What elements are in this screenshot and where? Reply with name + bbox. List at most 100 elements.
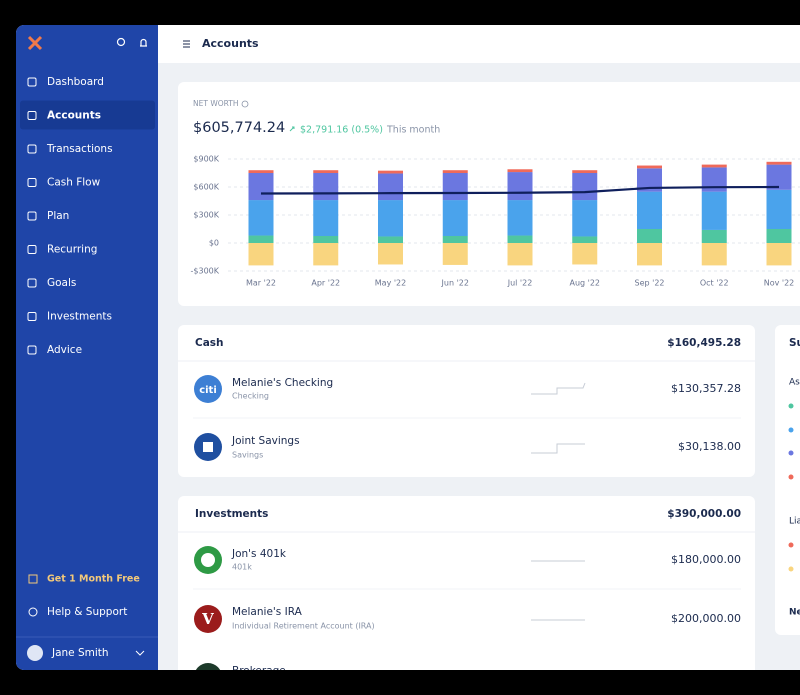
bar-segment xyxy=(701,243,727,266)
x-tick-label: Oct '22 xyxy=(700,279,729,288)
bar-segment xyxy=(313,170,339,173)
dot xyxy=(788,450,794,456)
summary-card xyxy=(775,325,800,635)
bar-segment xyxy=(442,243,468,265)
dot xyxy=(788,427,794,433)
sidebar xyxy=(16,25,158,670)
nav-icon xyxy=(27,278,37,288)
bar-segment xyxy=(248,170,274,173)
bar-segment xyxy=(572,236,598,243)
period[interactable]: This month xyxy=(386,125,440,136)
account-balance: $200,000.00 xyxy=(671,612,741,625)
bar-segment xyxy=(378,243,403,265)
nav-item[interactable]: Plan xyxy=(47,210,69,222)
nav-item[interactable]: Transactions xyxy=(46,143,113,155)
bar-segment xyxy=(637,168,662,192)
info-icon[interactable] xyxy=(241,100,249,108)
account-name[interactable]: Melanie's Checking xyxy=(232,377,333,389)
bar-segment xyxy=(766,229,792,243)
y-tick-label: $900K xyxy=(193,155,219,164)
logo-mark xyxy=(203,442,213,452)
bar-segment xyxy=(507,169,533,173)
bar-segment xyxy=(313,200,339,236)
avatar xyxy=(27,645,43,661)
x-tick-label: Aug '22 xyxy=(569,279,600,288)
bell-icon[interactable] xyxy=(140,38,147,47)
account-balance: $130,357.28 xyxy=(671,382,741,395)
y-tick-label: $300K xyxy=(193,211,219,220)
bar-segment xyxy=(572,243,598,265)
bank-logo xyxy=(194,605,222,633)
help-icon xyxy=(28,607,38,617)
sparkline xyxy=(531,443,585,454)
card-total: $160,495.28 xyxy=(667,337,741,349)
bar-segment xyxy=(313,236,339,243)
x-tick-label: Mar '22 xyxy=(246,279,276,288)
card-title: Cash xyxy=(195,337,224,349)
account-name[interactable]: Melanie's IRA xyxy=(232,606,303,618)
logo-mark xyxy=(201,553,215,567)
cash-card xyxy=(178,325,755,477)
bar-segment xyxy=(442,236,468,243)
menu-icon[interactable] xyxy=(183,40,190,48)
bar-segment xyxy=(248,173,274,201)
bar-segment xyxy=(442,173,468,201)
bar-segment xyxy=(507,243,533,266)
app: Dashboard Accounts Transactions Cash Flow Pl… xyxy=(16,25,800,677)
dot xyxy=(788,566,794,572)
account-type: Savings xyxy=(232,451,263,460)
net-worth-label: NET WORTH xyxy=(193,99,239,108)
nav-item[interactable]: Goals xyxy=(47,277,76,289)
nav-item[interactable]: Dashboard xyxy=(47,76,104,88)
gift-icon xyxy=(28,574,38,584)
bar-segment xyxy=(766,161,792,165)
up-arrow xyxy=(289,126,295,132)
bar-segment xyxy=(701,229,727,243)
bar-segment xyxy=(313,243,339,266)
bar-segment xyxy=(572,173,598,201)
nav-item[interactable]: Advice xyxy=(47,344,82,356)
user-name[interactable]: Jane Smith xyxy=(51,647,109,659)
nav-icon xyxy=(27,111,37,120)
nav-item[interactable]: Accounts xyxy=(47,110,101,122)
help[interactable]: Help & Support xyxy=(47,606,127,618)
card-title: Investments xyxy=(195,508,268,520)
bar-segment xyxy=(701,164,727,168)
bar-segment xyxy=(248,243,274,266)
nav-icon xyxy=(27,77,37,87)
bar-segment xyxy=(378,200,403,237)
bar-segment xyxy=(507,235,533,243)
section-title: Assets xyxy=(789,378,800,388)
y-tick-label: $0 xyxy=(209,239,219,248)
net-worth-line xyxy=(260,185,780,195)
active-item xyxy=(20,100,155,130)
bar-segment xyxy=(378,170,403,174)
bar-segment xyxy=(637,229,662,243)
account-type: Individual Retirement Account (IRA) xyxy=(232,622,375,631)
chevron[interactable] xyxy=(135,650,145,656)
bar-segment xyxy=(766,164,792,190)
account-name[interactable]: Joint Savings xyxy=(231,435,300,447)
logo-text: citi xyxy=(199,385,217,396)
sparkline xyxy=(531,382,586,395)
nav-item[interactable]: Investments xyxy=(47,311,112,323)
account-balance: $180,000.00 xyxy=(671,553,741,566)
nav-item[interactable]: Cash Flow xyxy=(47,177,101,189)
bar-segment xyxy=(442,170,468,173)
bar-segment xyxy=(248,235,274,243)
bar-segment xyxy=(766,189,792,229)
x-tick-label: Nov '22 xyxy=(764,279,795,288)
account-name[interactable]: Jon's 401k xyxy=(231,548,287,560)
promo[interactable]: Get 1 Month Free xyxy=(47,574,140,585)
x-tick-label: Jul '22 xyxy=(507,279,533,288)
chart: -$300K $0 $300K $600K $900K Mar '22 Apr '22 May… xyxy=(191,155,800,288)
y-tick-label: $600K xyxy=(193,183,219,192)
bar-segment xyxy=(637,165,662,169)
nav-item[interactable]: Recurring xyxy=(47,244,97,256)
search-icon[interactable] xyxy=(116,37,126,47)
net-worth-change: $2,791.16 (0.5%) xyxy=(300,125,383,136)
section-title: Liabilities xyxy=(789,517,800,527)
account-name[interactable]: Brokerage xyxy=(232,665,286,677)
bar-segment xyxy=(701,191,727,230)
